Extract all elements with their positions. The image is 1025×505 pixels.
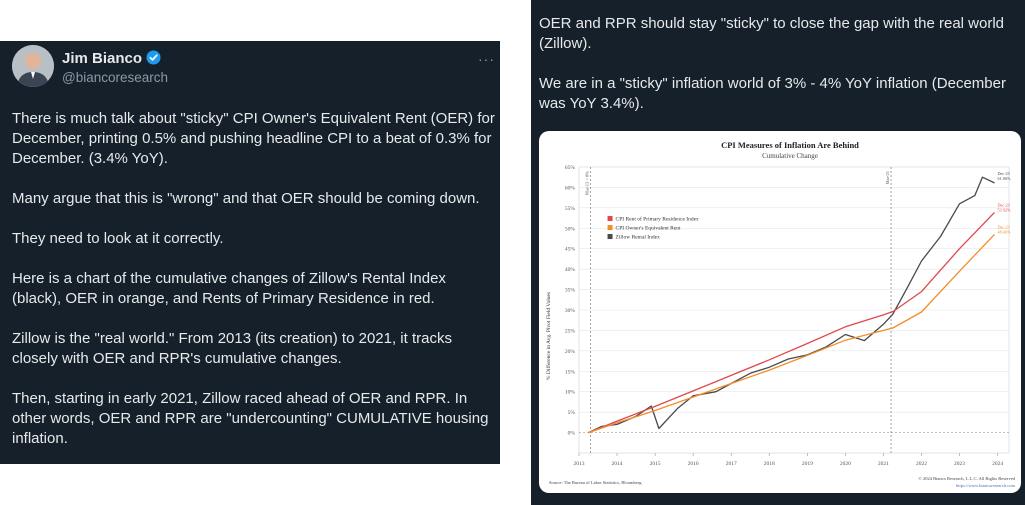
- avatar[interactable]: [12, 45, 54, 87]
- tweet-paragraph: Then, starting in early 2021, Zillow rac…: [12, 390, 489, 447]
- y-tick-label: 10%: [565, 390, 576, 396]
- chart-source: Source: The Bureau of Labor Statistics, …: [549, 480, 642, 486]
- more-options-icon[interactable]: ···: [478, 51, 495, 67]
- x-tick-label: 2021: [878, 461, 889, 467]
- legend-swatch: [607, 216, 613, 222]
- x-tick-label: 2014: [612, 461, 623, 467]
- x-tick-label: 2015: [650, 461, 661, 467]
- tweet-card-left: Jim Bianco @biancoresearch ··· There is …: [0, 41, 500, 464]
- x-tick-label: 2016: [688, 461, 699, 467]
- cpi-chart: CPI Measures of Inflation Are Behind Cum…: [545, 140, 1016, 488]
- verified-badge-icon: [146, 50, 161, 65]
- tweet-body: There is much talk about "sticky" CPI Ow…: [12, 109, 497, 469]
- x-tick-label: 2020: [840, 461, 851, 467]
- tweet-paragraph: They need to look at it correctly.: [12, 230, 224, 247]
- series-line-cpi-owner-s-equivalent-rent: [588, 233, 995, 434]
- y-tick-label: 55%: [565, 206, 576, 212]
- y-tick-label: 50%: [565, 226, 576, 232]
- chart-url: https://www.biancoresearch.com: [956, 483, 1015, 488]
- y-tick-label: 25%: [565, 328, 576, 334]
- y-tick-label: 65%: [565, 165, 576, 171]
- y-tick-label: 0%: [568, 431, 576, 437]
- tweet-card-right: OER and RPR should stay "sticky" to clos…: [531, 0, 1025, 505]
- tweet-paragraph: OER and RPR should stay "sticky" to clos…: [539, 15, 1005, 52]
- end-label-date: Dec-23: [998, 224, 1010, 229]
- avatar-person-icon: [12, 45, 54, 87]
- end-label-date: Dec-23: [998, 202, 1010, 207]
- author-handle[interactable]: @biancoresearch: [62, 70, 169, 85]
- y-tick-label: 40%: [565, 267, 576, 273]
- y-tick-label: 60%: [565, 185, 576, 191]
- chart-title: CPI Measures of Inflation Are Behind: [721, 140, 859, 150]
- y-tick-label: 5%: [568, 410, 576, 416]
- tweet-paragraph: We are in a "sticky" inflation world of …: [539, 75, 1006, 112]
- end-label-date: Dec-23: [998, 171, 1010, 176]
- x-tick-label: 2018: [764, 461, 775, 467]
- legend-label: Zillow Rental Index: [616, 235, 661, 241]
- y-tick-label: 20%: [565, 349, 576, 355]
- chart-image[interactable]: CPI Measures of Inflation Are Behind Cum…: [539, 131, 1021, 493]
- series-line-cpi-rent-of-primary-residence-index: [588, 211, 995, 434]
- end-label-value: 53.92%: [998, 207, 1011, 212]
- legend-swatch: [607, 234, 613, 240]
- y-tick-label: 30%: [565, 308, 576, 314]
- tweet-body-continued: OER and RPR should stay "sticky" to clos…: [539, 14, 1019, 134]
- author-name[interactable]: Jim Bianco: [62, 50, 161, 67]
- y-tick-label: 35%: [565, 288, 576, 294]
- tweet-paragraph: Many argue that this is "wrong" and that…: [12, 190, 480, 207]
- end-label-value: 48.46%: [998, 229, 1011, 234]
- y-axis-label: % Difference in Avg. Pivot Field Values: [545, 292, 552, 380]
- chart-copyright: © 2024 Bianco Research, L.L.C. All Right…: [918, 476, 1015, 482]
- annotation-label: Mar-13 = 0%: [584, 171, 589, 195]
- x-tick-label: 2022: [916, 461, 927, 467]
- end-label-value: 61.06%: [998, 176, 1011, 181]
- annotation-label: Mar-21: [885, 171, 890, 184]
- x-tick-label: 2019: [802, 461, 813, 467]
- x-tick-label: 2017: [726, 461, 737, 467]
- legend-label: CPI Owner's Equivalent Rent: [616, 226, 681, 232]
- x-tick-label: 2023: [954, 461, 965, 467]
- y-tick-label: 15%: [565, 369, 576, 375]
- legend-swatch: [607, 225, 613, 231]
- tweet-paragraph: There is much talk about "sticky" CPI Ow…: [12, 110, 495, 167]
- legend-label: CPI Rent of Primary Residence Index: [616, 216, 699, 223]
- x-tick-label: 2013: [574, 461, 585, 467]
- y-tick-label: 45%: [565, 247, 576, 253]
- tweet-paragraph: Zillow is the "real world." From 2013 (i…: [12, 330, 452, 367]
- series-line-zillow-rental-index: [588, 176, 995, 434]
- x-tick-label: 2024: [992, 461, 1003, 467]
- chart-subtitle: Cumulative Change: [762, 152, 818, 160]
- tweet-paragraph: Here is a chart of the cumulative change…: [12, 270, 446, 307]
